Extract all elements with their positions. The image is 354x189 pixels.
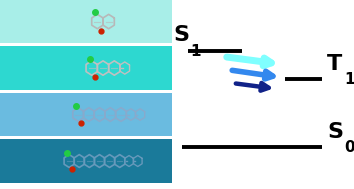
Text: T: T	[327, 54, 342, 74]
Text: 1: 1	[344, 72, 354, 87]
Text: 1: 1	[190, 44, 201, 59]
Bar	[0, 0, 172, 43]
Text: S: S	[327, 122, 343, 142]
Bar	[0, 139, 172, 183]
Bar	[0, 46, 172, 90]
Text: S: S	[173, 25, 189, 45]
Text: 0: 0	[344, 140, 354, 155]
Bar	[0, 93, 172, 136]
